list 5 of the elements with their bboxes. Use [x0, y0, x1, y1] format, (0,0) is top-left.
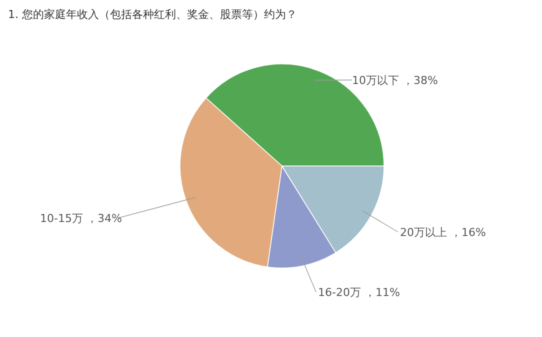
chart-title: 1. 您的家庭年收入（包括各种红利、奖金、股票等）约为？	[8, 8, 297, 21]
slice-label: 16-20万 ，11%	[318, 286, 400, 299]
slice-label: 20万以上 ，16%	[400, 226, 486, 239]
slice-label: 10万以下 ，38%	[352, 74, 438, 87]
slice-label: 10-15万 ，34%	[40, 212, 122, 225]
